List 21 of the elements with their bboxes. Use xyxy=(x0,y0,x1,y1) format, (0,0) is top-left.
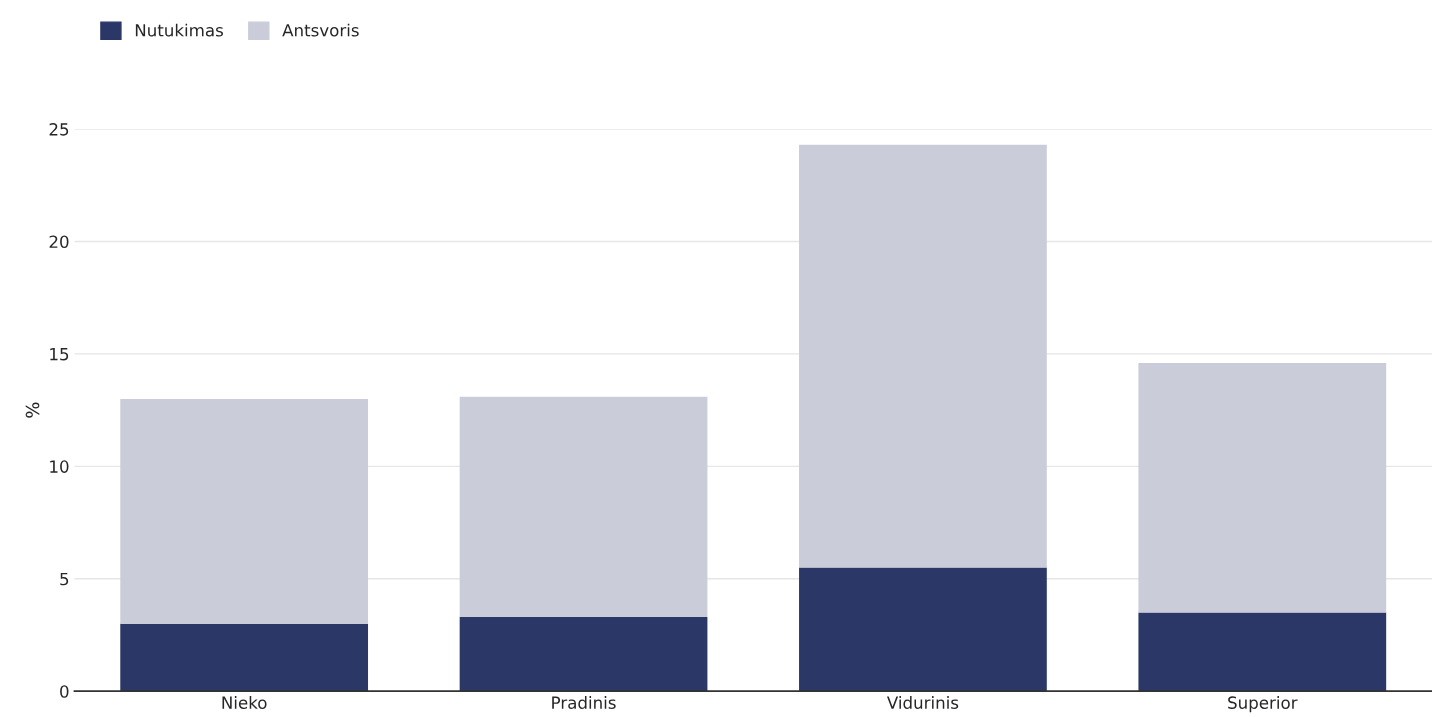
legend-label: Nutukimas xyxy=(135,23,223,37)
x-tick-label: Superior xyxy=(1228,696,1298,713)
bar xyxy=(1138,362,1387,613)
y-tick-label: 10 xyxy=(50,460,69,473)
bar xyxy=(459,396,708,617)
bar xyxy=(799,567,1047,692)
bar xyxy=(120,623,369,692)
bar xyxy=(120,398,369,624)
y-tick-label: 15 xyxy=(50,348,69,361)
x-tick-label: Vidurinis xyxy=(886,696,959,709)
bar xyxy=(1138,612,1387,692)
x-tick-label: Pradinis xyxy=(552,696,616,709)
y-tick-label: 20 xyxy=(49,235,69,249)
y-tick-label: 25 xyxy=(49,123,69,136)
legend-label: Antsvoris xyxy=(282,23,359,37)
bar xyxy=(799,144,1047,568)
y-tick-label: 5 xyxy=(60,572,69,586)
y-axis-title: % xyxy=(25,402,40,418)
x-tick-label: Nieko xyxy=(222,696,267,709)
bar xyxy=(459,616,708,692)
y-tick-label: 0 xyxy=(60,685,69,698)
